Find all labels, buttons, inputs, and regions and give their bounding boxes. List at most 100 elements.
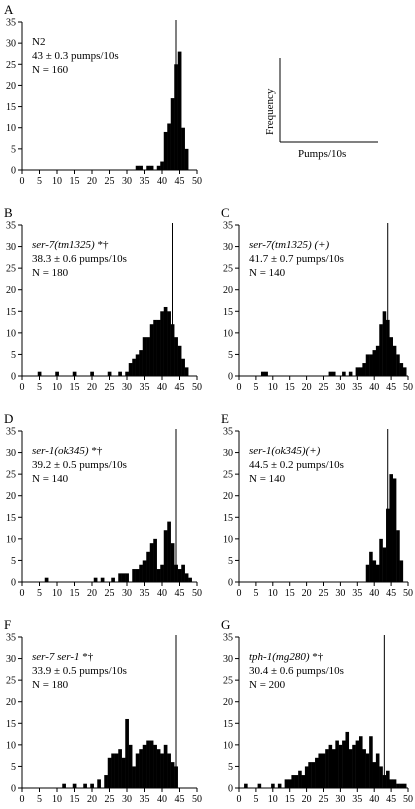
histogram-bar (167, 521, 171, 582)
y-tick-label: 30 (6, 448, 16, 459)
y-tick-label: 25 (6, 264, 16, 275)
mean-text: 33.9 ± 0.5 pumps/10s (32, 665, 127, 677)
x-tick-label: 50 (192, 176, 202, 187)
histogram-bar (181, 564, 185, 582)
histogram-bar (135, 354, 140, 376)
y-tick-label: 30 (6, 39, 16, 50)
x-tick-label: 35 (352, 588, 362, 599)
histogram-bar (298, 770, 302, 788)
y-tick-label: 0 (228, 784, 233, 795)
y-tick-label: 25 (6, 676, 16, 687)
histogram-bar (118, 749, 122, 788)
histogram-bar (156, 165, 161, 170)
x-tick-label: 40 (369, 382, 379, 393)
histogram-bar (153, 319, 157, 376)
x-tick-label: 20 (87, 176, 97, 187)
histogram-bar (163, 530, 168, 582)
x-tick-label: 35 (140, 794, 150, 805)
histogram-bar (257, 783, 262, 788)
histogram-bar (315, 757, 319, 788)
x-tick-label: 0 (20, 382, 25, 393)
x-tick-label: 20 (302, 382, 312, 393)
histogram-bar (118, 371, 122, 376)
histogram-bar (188, 577, 192, 582)
histogram-bar (260, 371, 265, 376)
histogram-bar (338, 744, 343, 788)
histogram-bar (369, 736, 373, 788)
histogram-bar (121, 757, 126, 788)
histogram-bar (160, 564, 164, 582)
histogram-bar (321, 753, 326, 788)
x-tick-label: 40 (369, 794, 379, 805)
y-tick-label: 25 (223, 264, 233, 275)
histogram-bar (146, 337, 150, 376)
x-tick-label: 40 (157, 176, 167, 187)
x-tick-label: 20 (302, 588, 312, 599)
x-tick-label: 0 (20, 176, 25, 187)
x-tick-label: 15 (285, 588, 295, 599)
n-text: N = 180 (32, 679, 69, 691)
n-text: N = 140 (249, 473, 286, 485)
histogram-bar (382, 547, 387, 582)
histogram-bar (402, 367, 407, 376)
strain-label: ser-7(tm1325) *† (32, 239, 109, 251)
y-tick-label: 25 (223, 470, 233, 481)
n-text: N = 140 (32, 473, 69, 485)
histogram-bar (362, 363, 366, 376)
histogram-bar (142, 744, 147, 788)
y-tick-label: 20 (223, 285, 233, 296)
histogram-bar (379, 324, 383, 376)
y-tick-label: 30 (223, 242, 233, 253)
x-tick-label: 10 (268, 588, 278, 599)
significance-mark: *† (95, 239, 109, 251)
histogram-bar (125, 573, 129, 582)
x-tick-label: 45 (386, 588, 396, 599)
x-tick-label: 30 (335, 588, 345, 599)
y-tick-label: 0 (228, 372, 233, 383)
histogram-bar (93, 577, 98, 582)
significance-mark: *† (80, 651, 94, 663)
strain-label: ser-7 ser-1 *† (32, 651, 94, 663)
x-tick-label: 45 (175, 794, 185, 805)
histogram-bar (132, 766, 136, 788)
histogram-bar (396, 783, 400, 788)
histogram-bar (135, 569, 140, 582)
x-tick-label: 10 (52, 382, 62, 393)
y-tick-label: 15 (6, 102, 16, 113)
histogram-bar (335, 740, 339, 788)
panel-e: 0 5 10 15 20 25 30 35 40 45 5005101520253035Eser-1… (221, 411, 413, 599)
x-tick-label: 40 (369, 588, 379, 599)
histogram-bar (128, 744, 133, 788)
histogram-bar (294, 775, 299, 788)
histogram-bar (375, 564, 380, 582)
histogram-bar (277, 783, 282, 788)
histogram-bar (160, 753, 164, 788)
significance-mark: *† (310, 651, 324, 663)
histogram-bar (325, 749, 329, 788)
x-tick-label: 45 (386, 382, 396, 393)
histogram-bar (83, 783, 87, 788)
x-tick-label: 0 (20, 794, 25, 805)
histogram-bar (328, 371, 333, 376)
x-tick-label: 25 (319, 794, 329, 805)
y-tick-label: 0 (11, 166, 16, 177)
n-text: N = 200 (249, 679, 286, 691)
x-tick-label: 25 (105, 794, 115, 805)
y-tick-label: 15 (223, 307, 233, 318)
histogram-bar (184, 367, 189, 376)
histogram-bar (342, 740, 346, 788)
x-tick-label: 15 (70, 176, 80, 187)
n-text: N = 140 (249, 267, 286, 279)
x-tick-label: 25 (105, 176, 115, 187)
histogram-bar (308, 762, 312, 788)
histogram-bar (37, 371, 42, 376)
histogram-bar (135, 753, 140, 788)
x-tick-label: 40 (157, 588, 167, 599)
y-tick-label: 35 (6, 633, 16, 644)
histogram-bar (132, 569, 136, 582)
y-tick-label: 35 (223, 427, 233, 438)
x-tick-label: 25 (105, 382, 115, 393)
histogram-bar (399, 363, 404, 376)
histogram-bar (392, 478, 397, 582)
histogram-bar (153, 538, 157, 582)
